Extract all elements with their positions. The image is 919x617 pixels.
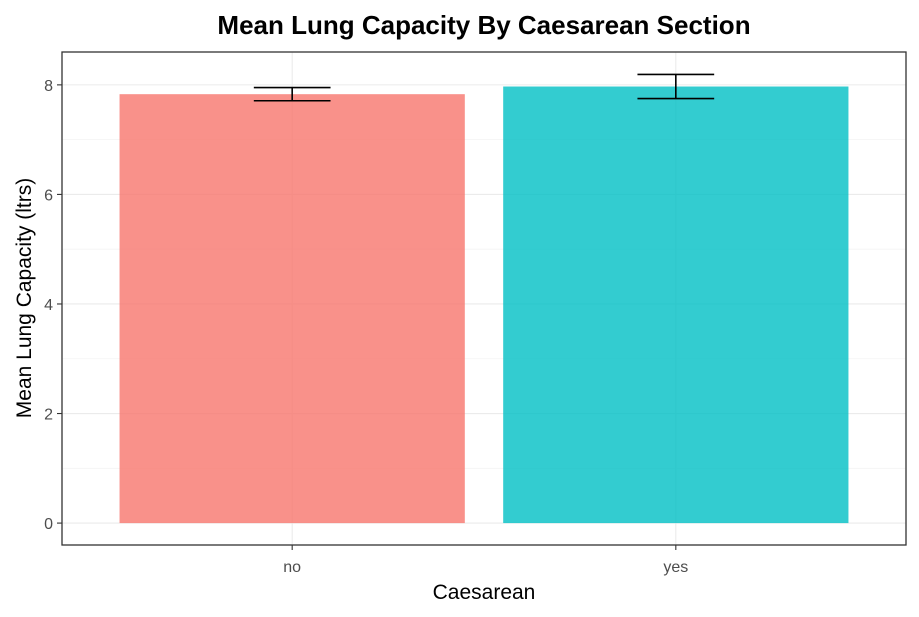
x-axis: no yes <box>283 545 688 576</box>
x-tick-label-yes: yes <box>663 559 688 576</box>
bar-yes <box>503 86 849 524</box>
y-tick-label: 8 <box>44 78 53 95</box>
y-axis-title: Mean Lung Capacity (ltrs) <box>13 178 36 418</box>
x-tick-label-no: no <box>283 559 301 576</box>
y-tick-label: 6 <box>44 187 53 204</box>
panel-border <box>61 51 907 546</box>
bars <box>119 86 849 524</box>
y-tick-label: 4 <box>44 297 53 314</box>
y-tick-label: 0 <box>44 516 53 533</box>
bar-no <box>119 94 465 524</box>
error-bars <box>253 73 715 102</box>
error-bar-no <box>253 86 331 102</box>
y-tick-label: 2 <box>44 407 53 424</box>
error-bar-yes <box>637 73 715 100</box>
y-axis: 0 2 4 6 8 <box>44 78 62 533</box>
chart-title: Mean Lung Capacity By Caesarean Section <box>217 10 750 40</box>
x-axis-title: Caesarean <box>433 581 536 604</box>
